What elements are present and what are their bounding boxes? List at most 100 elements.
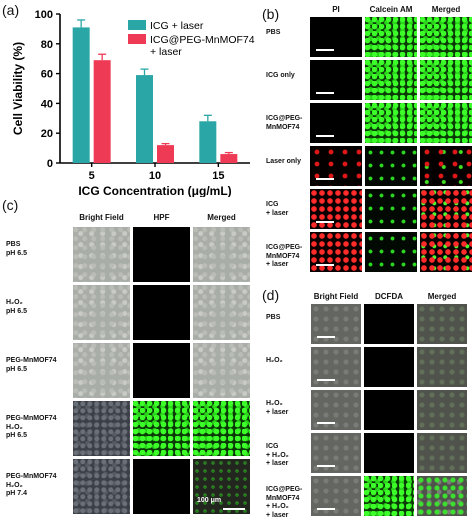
column-header: Bright Field — [79, 213, 124, 222]
y-axis-label: Cell Viability (%) — [11, 42, 25, 135]
scale-bar — [223, 508, 245, 510]
column-header: Calcein AM — [369, 5, 413, 14]
micrograph-tile — [417, 433, 467, 473]
micrograph-tile — [365, 146, 417, 186]
bar-chart: 0 20 40 60 80 100 Cell Viability (%) 5 10 15 ICG C… — [11, 9, 255, 197]
column-header: Merged — [427, 292, 457, 301]
micrograph-tile — [420, 146, 472, 186]
micrograph-tile — [193, 227, 250, 282]
micrograph-tile — [417, 347, 467, 387]
micrograph-tile — [133, 459, 190, 514]
micrograph-tile — [310, 103, 362, 143]
row-label: ICG@PEG- MnMOF74 + H₂O₂ + laser — [266, 486, 303, 519]
legend-swatch — [128, 20, 146, 30]
scale-bar — [317, 422, 335, 424]
micrograph-tile — [193, 285, 250, 340]
scale-bar-label: 100 μm — [197, 497, 222, 504]
micrograph-tile — [193, 401, 250, 456]
micrograph-tile — [420, 189, 472, 229]
micrograph-tile — [417, 304, 467, 344]
micrograph-tile — [420, 232, 472, 272]
micrograph-tile — [365, 189, 417, 229]
column-header: Merged — [207, 213, 236, 222]
row-label: Laser only — [266, 158, 302, 165]
row-label: PEG-MnMOF74 H₂O₂ pH 7.4 — [6, 473, 57, 497]
row-label: H₂O₂ + laser — [266, 400, 289, 416]
row-label: ICG@PEG- MnMOF74 — [266, 115, 303, 131]
micrograph-tile — [193, 343, 250, 398]
row-label: H₂O₂ — [266, 357, 283, 364]
x-tick-label: 15 — [212, 170, 224, 182]
micrograph-tile — [311, 347, 361, 387]
row-label: PEG-MnMOF74 H₂O₂ pH 6.5 — [6, 415, 57, 439]
micrograph-tile — [364, 304, 414, 344]
micrograph-tile — [133, 401, 190, 456]
x-tick-label: 5 — [89, 170, 95, 182]
scale-bar — [317, 508, 335, 510]
legend-label: + laser — [150, 46, 182, 58]
micrograph-tile — [364, 390, 414, 430]
bar — [93, 60, 111, 163]
micrograph-tile — [310, 189, 362, 229]
column-header: Merged — [431, 5, 461, 14]
row-label: ICG only — [266, 72, 295, 79]
micrograph-tile — [73, 401, 130, 456]
scale-bar — [317, 465, 335, 467]
scale-bar — [316, 135, 334, 137]
micrograph-tile — [365, 17, 417, 57]
micrograph-tile — [73, 343, 130, 398]
row-label: PBS — [266, 29, 281, 36]
micrograph-tile — [420, 60, 472, 100]
micrograph-tile — [417, 390, 467, 430]
micrograph-tile — [420, 17, 472, 57]
y-tick-label: 0 — [47, 158, 53, 170]
row-label: PBS — [266, 314, 281, 321]
micrograph-tile — [364, 433, 414, 473]
row-label: ICG + H₂O₂ + laser — [266, 443, 289, 467]
y-tick-label: 60 — [41, 69, 53, 81]
micrograph-tile — [311, 476, 361, 516]
scale-bar — [316, 178, 334, 180]
y-tick-label: 100 — [35, 9, 53, 21]
y-tick-label: 40 — [41, 98, 53, 110]
micrograph-tile — [365, 60, 417, 100]
panel-label-b: (b) — [262, 6, 280, 22]
micrograph-tile — [133, 227, 190, 282]
legend-label: ICG@PEG-MnMOF74 — [150, 34, 255, 46]
x-axis-label: ICG Concentration (μg/mL) — [78, 184, 231, 197]
row-label: PEG-MnMOF74 pH 6.5 — [6, 357, 57, 373]
bar — [199, 121, 217, 163]
scale-bar — [317, 336, 335, 338]
x-tick-label: 10 — [149, 170, 161, 182]
legend-swatch — [128, 34, 146, 44]
row-label: H₂O₂ pH 6.5 — [6, 299, 28, 315]
micrograph-tile — [73, 459, 130, 514]
column-header: PI — [332, 5, 340, 14]
micrograph-tile — [133, 285, 190, 340]
micrograph-tile — [311, 433, 361, 473]
row-label: ICG@PEG- MnMOF74 + laser — [266, 244, 303, 268]
micrograph-tile — [193, 459, 250, 514]
micrograph-tile — [311, 390, 361, 430]
micrograph-tile — [310, 232, 362, 272]
scale-bar — [316, 49, 334, 51]
bar — [220, 154, 238, 163]
scale-bar — [317, 379, 335, 381]
y-tick-label: 20 — [41, 128, 53, 140]
panel-label-a: (a) — [2, 2, 20, 18]
micrograph-tile — [365, 103, 417, 143]
micrograph-tile — [364, 347, 414, 387]
micrograph-tile — [417, 476, 467, 516]
micrograph-tile — [310, 17, 362, 57]
column-header: HPF — [153, 213, 170, 222]
micrograph-tile — [310, 146, 362, 186]
bar — [72, 27, 90, 163]
scale-bar — [316, 221, 334, 223]
column-header: Bright Field — [313, 292, 359, 301]
legend-label: ICG + laser — [150, 20, 204, 32]
panel-label-c: (c) — [2, 197, 19, 213]
micrograph-tile — [310, 60, 362, 100]
micrograph-tile — [311, 304, 361, 344]
micrograph-tile — [73, 227, 130, 282]
scale-bar — [316, 92, 334, 94]
